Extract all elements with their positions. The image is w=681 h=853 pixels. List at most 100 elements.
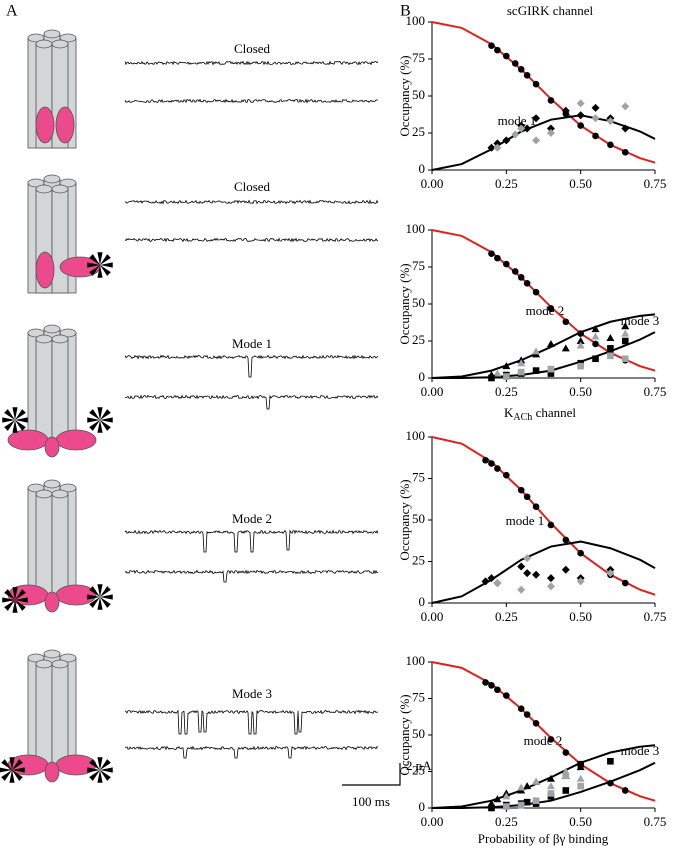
channel-subunit-top <box>43 324 61 334</box>
point <box>546 782 555 790</box>
point <box>546 129 555 137</box>
point <box>607 345 614 352</box>
star-ray <box>89 586 100 597</box>
point <box>577 330 584 337</box>
y-tick-label: 50 <box>412 87 425 102</box>
point <box>606 569 615 578</box>
point <box>621 102 630 111</box>
point <box>494 254 501 262</box>
point <box>576 99 585 108</box>
point <box>493 579 502 588</box>
curve <box>431 540 656 604</box>
star-ray <box>100 417 113 423</box>
point <box>517 66 525 73</box>
current-trace <box>124 529 379 553</box>
star-ray <box>100 594 113 600</box>
x-tick-label: 0.50 <box>569 176 592 191</box>
point <box>621 329 630 337</box>
point <box>577 549 584 557</box>
point <box>517 585 526 594</box>
point <box>532 136 541 145</box>
point <box>517 368 525 376</box>
annotation: mode 1 <box>498 113 537 128</box>
y-tick-label: 25 <box>412 762 425 777</box>
point <box>503 471 510 479</box>
current-trace <box>124 709 378 735</box>
point <box>561 344 570 352</box>
y-tick-label: 0 <box>419 161 426 176</box>
star-ray <box>100 586 111 597</box>
star-ray <box>100 597 111 608</box>
point <box>562 536 570 544</box>
point <box>481 577 490 586</box>
point <box>503 803 510 810</box>
y-tick-label: 75 <box>412 689 425 704</box>
x-tick-label: 0.75 <box>644 814 667 829</box>
point <box>621 355 629 363</box>
star-ray <box>12 600 18 613</box>
channel-subunit-top <box>43 29 61 39</box>
star-ray <box>100 265 111 276</box>
point <box>546 574 555 583</box>
point <box>511 130 520 139</box>
y-tick-label: 100 <box>406 653 426 668</box>
y-tick-label: 100 <box>406 13 426 28</box>
point <box>621 148 629 156</box>
point <box>517 359 526 367</box>
point <box>532 570 541 579</box>
channel-subunit-top <box>59 33 77 43</box>
title-part: channel <box>532 405 576 420</box>
point <box>493 795 502 803</box>
trace-label: Mode 1 <box>232 336 272 351</box>
x-tick-label: 0.00 <box>421 814 444 829</box>
star-ray <box>89 265 100 276</box>
star-ray <box>1 759 12 770</box>
point <box>547 521 555 529</box>
star-ray <box>15 420 26 431</box>
star-ray <box>89 420 100 431</box>
star-ray <box>12 759 23 770</box>
point <box>532 288 540 296</box>
star-ray <box>1 770 12 781</box>
x-tick-label: 0.75 <box>644 176 667 191</box>
point <box>577 760 584 768</box>
channel-subunit-top <box>51 489 69 499</box>
point <box>577 362 584 370</box>
point <box>493 369 502 377</box>
point <box>532 503 540 511</box>
x-tick-label: 0.25 <box>495 609 518 624</box>
point <box>488 804 495 812</box>
chart-title: KACh channel <box>504 405 576 423</box>
trace-label: Mode 3 <box>232 686 272 701</box>
star-ray <box>97 407 103 420</box>
g-beta-gamma <box>44 436 60 458</box>
y-axis-label: Occupancy (%) <box>397 479 412 560</box>
title-part: K <box>504 405 514 420</box>
star-ray <box>15 589 26 600</box>
scale-label: 100 ms <box>352 794 390 809</box>
point <box>494 46 501 54</box>
channel-subunit <box>35 338 53 444</box>
annotation: mode 2 <box>526 303 565 318</box>
annotation: mode 1 <box>506 513 545 528</box>
star-ray <box>12 767 25 773</box>
point <box>517 124 526 133</box>
point <box>621 322 630 330</box>
point <box>547 97 555 104</box>
star-ray <box>100 770 111 781</box>
point <box>493 139 502 148</box>
current-trace <box>124 199 379 205</box>
star-ray <box>100 759 111 770</box>
star-ray <box>4 600 15 611</box>
star-ray <box>97 770 103 783</box>
x-tick-label: 0.75 <box>644 384 667 399</box>
star-ray <box>97 252 103 265</box>
point <box>517 783 526 791</box>
panel-label: B <box>400 3 411 20</box>
star-ray <box>100 420 111 431</box>
point <box>546 339 555 347</box>
star-ray <box>100 767 113 773</box>
curve <box>431 21 656 164</box>
y-tick-label: 100 <box>406 221 426 236</box>
point <box>502 136 511 145</box>
